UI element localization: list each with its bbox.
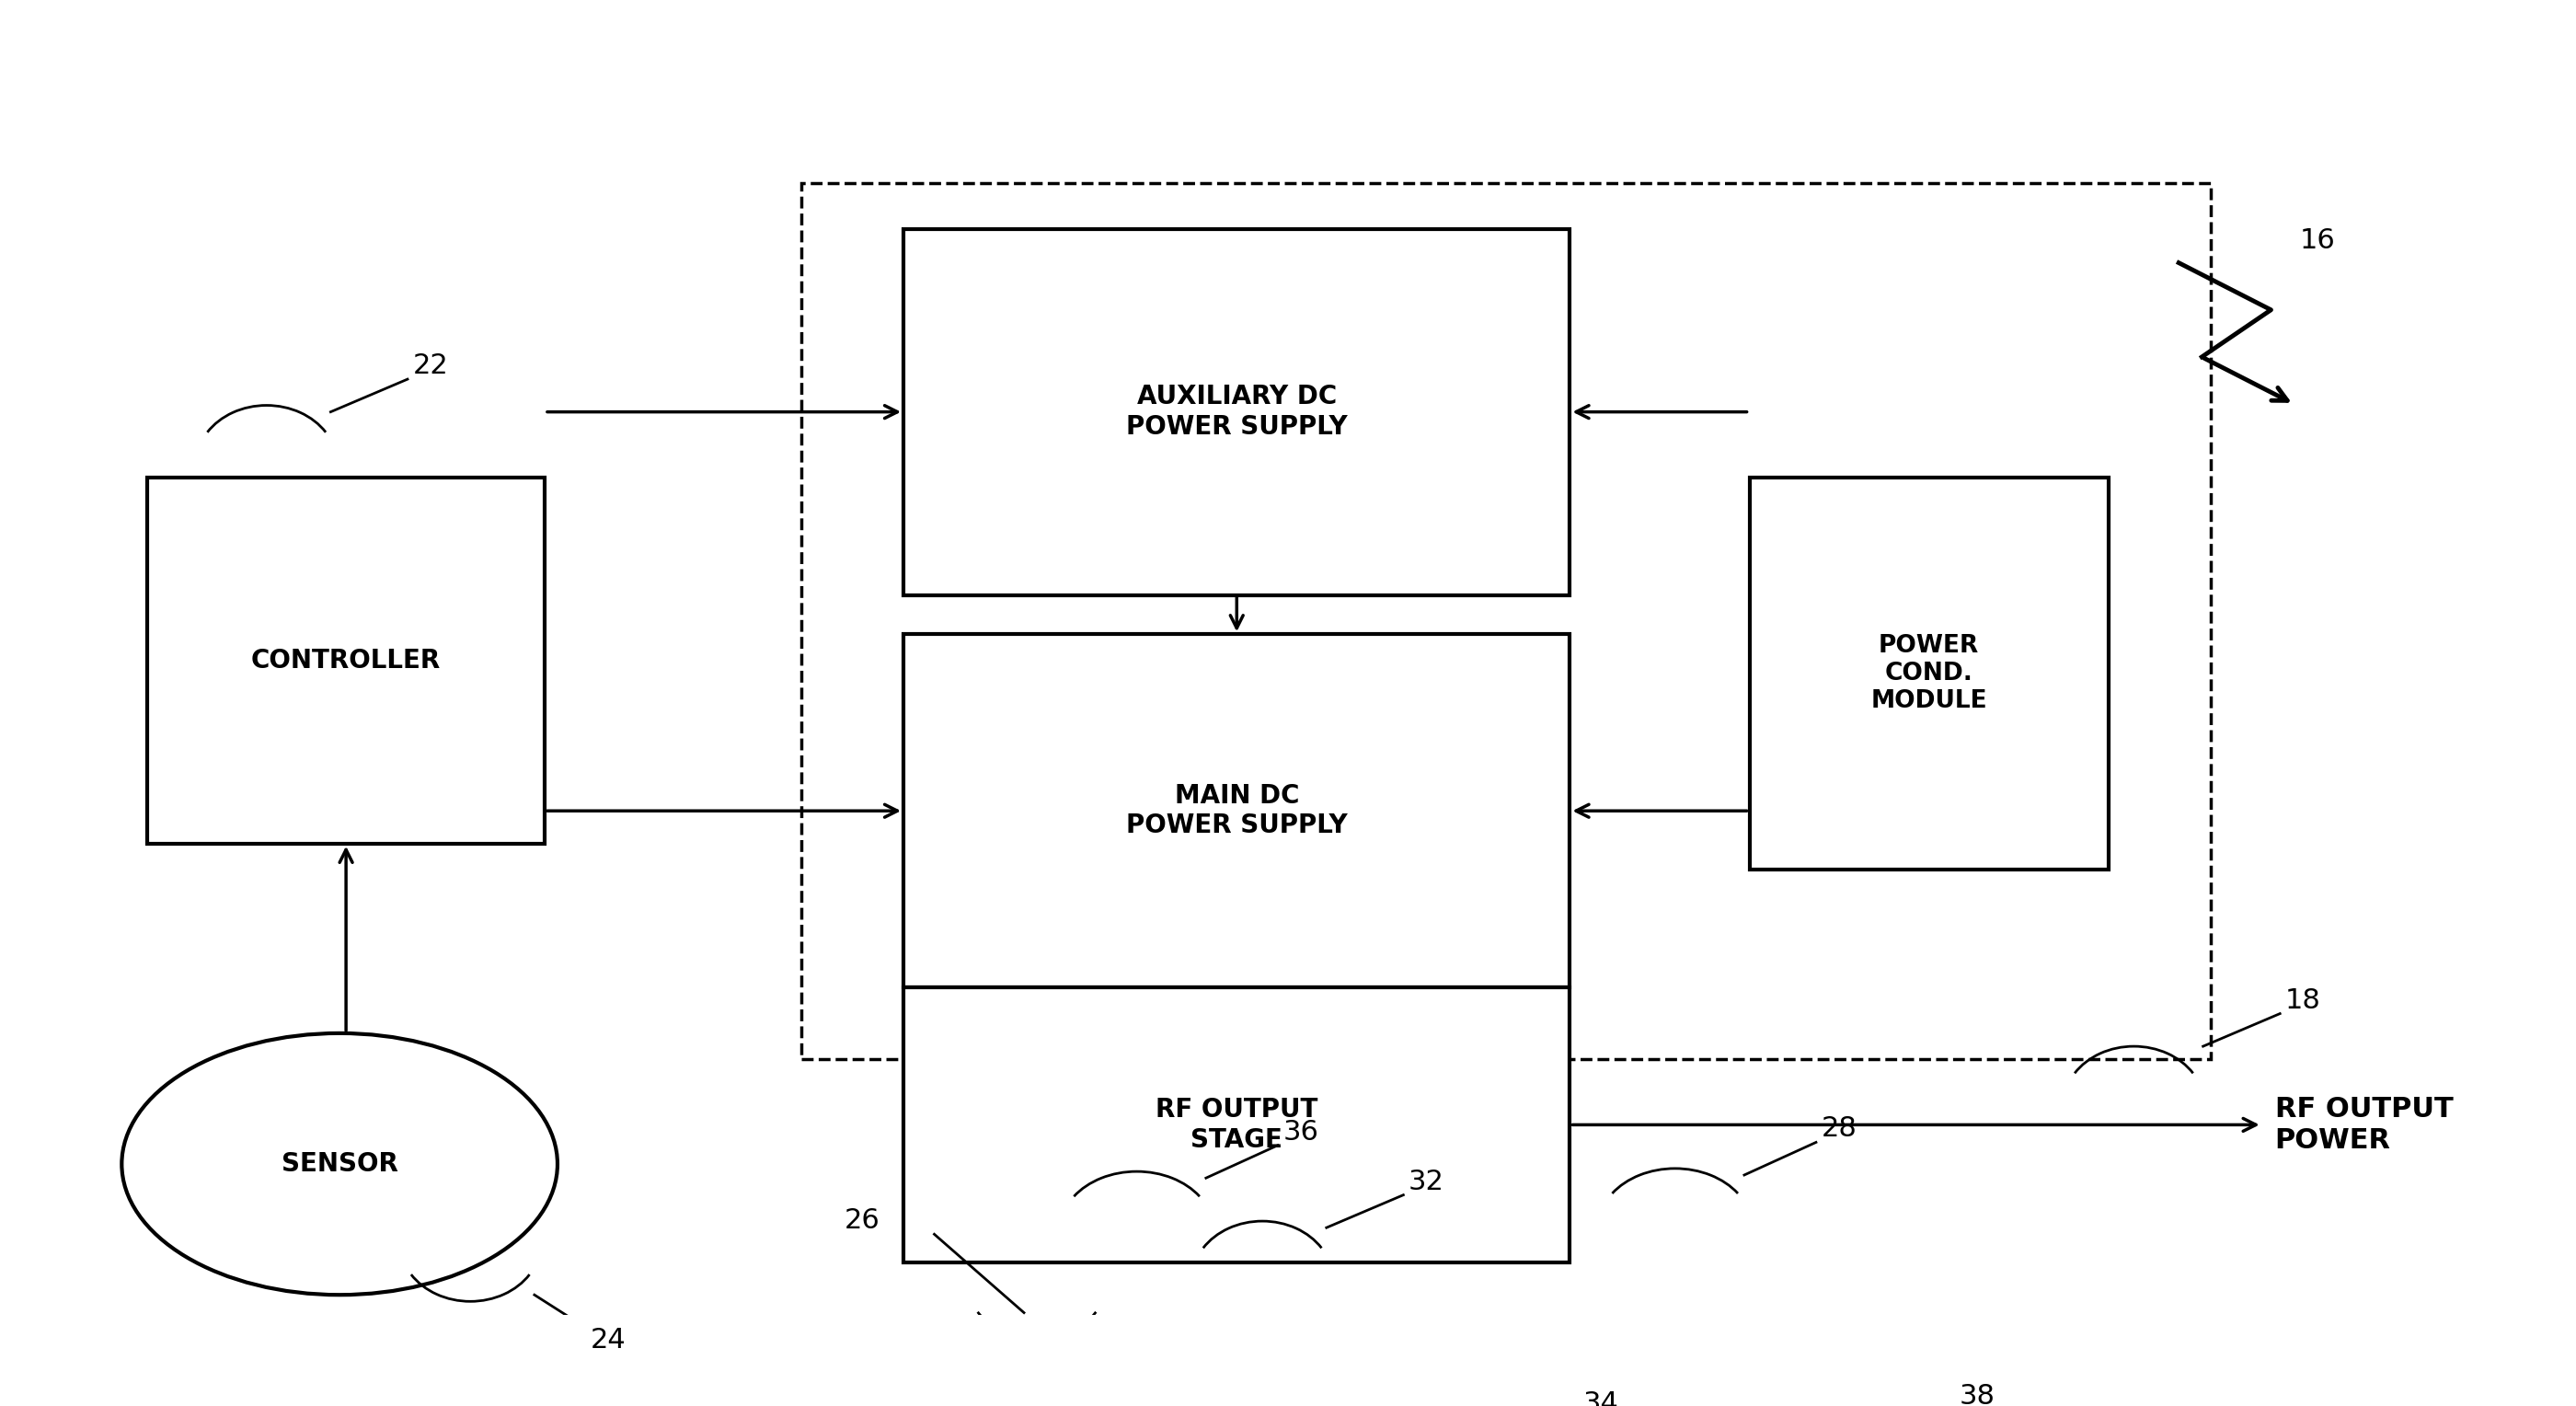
Ellipse shape <box>121 1033 556 1295</box>
Text: SENSOR: SENSOR <box>281 1152 397 1177</box>
Text: 16: 16 <box>2300 228 2336 254</box>
Text: POWER
COND.
MODULE: POWER COND. MODULE <box>1870 634 1986 713</box>
Text: 32: 32 <box>1409 1168 1445 1195</box>
Bar <box>904 634 1569 987</box>
Text: AUXILIARY DC
POWER SUPPLY: AUXILIARY DC POWER SUPPLY <box>1126 384 1347 440</box>
Bar <box>801 183 2210 1059</box>
Text: 18: 18 <box>2285 987 2321 1014</box>
Text: 38: 38 <box>1960 1384 1996 1406</box>
Text: RF OUTPUT
STAGE: RF OUTPUT STAGE <box>1157 1097 1319 1153</box>
Text: RF OUTPUT
POWER: RF OUTPUT POWER <box>2275 1097 2452 1153</box>
Bar <box>904 987 1569 1263</box>
Text: 22: 22 <box>412 353 448 380</box>
Bar <box>1749 477 2107 870</box>
Text: 28: 28 <box>1821 1115 1857 1142</box>
Bar <box>147 477 544 844</box>
Text: 24: 24 <box>590 1327 626 1354</box>
Text: 36: 36 <box>1283 1119 1319 1146</box>
Bar <box>904 229 1569 595</box>
Text: CONTROLLER: CONTROLLER <box>250 648 440 673</box>
Text: 26: 26 <box>845 1208 881 1234</box>
Text: MAIN DC
POWER SUPPLY: MAIN DC POWER SUPPLY <box>1126 783 1347 838</box>
Text: 34: 34 <box>1582 1391 1618 1406</box>
